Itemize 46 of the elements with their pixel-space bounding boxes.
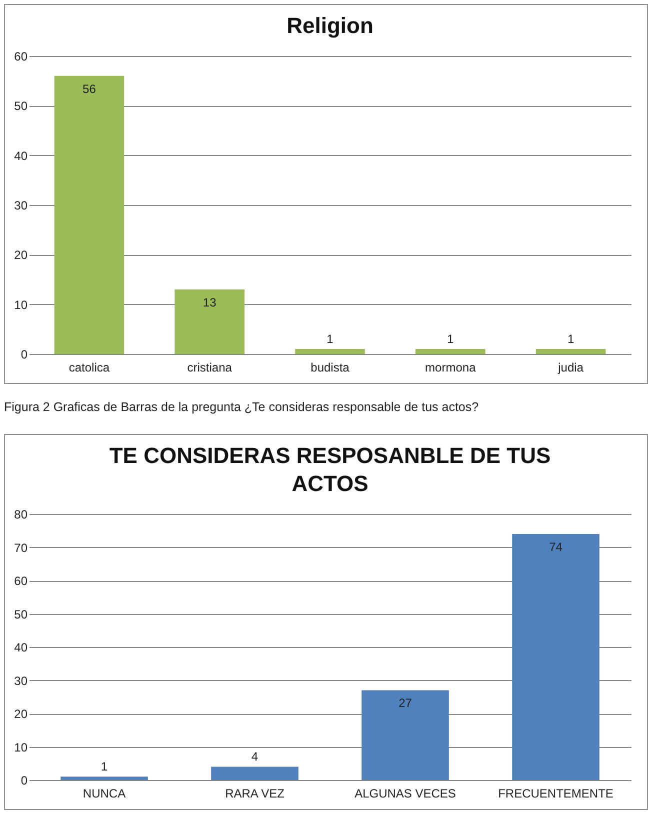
data-label: 13 bbox=[202, 295, 217, 310]
y-tick-label: 50 bbox=[14, 607, 28, 622]
x-tick-label: mormona bbox=[425, 360, 476, 374]
y-tick-label: 30 bbox=[14, 674, 28, 688]
x-tick-label: RARA VEZ bbox=[225, 786, 284, 800]
data-label: 1 bbox=[100, 760, 108, 774]
bar bbox=[211, 766, 298, 780]
bar bbox=[295, 349, 365, 354]
x-tick-label: catolica bbox=[68, 360, 110, 374]
y-tick-label: 40 bbox=[14, 640, 28, 654]
bar bbox=[362, 690, 449, 780]
data-label: 27 bbox=[398, 696, 412, 710]
x-tick-label: budista bbox=[310, 360, 350, 374]
y-tick-label: 40 bbox=[14, 148, 28, 163]
y-tick-label: 30 bbox=[14, 198, 28, 212]
y-tick-label: 80 bbox=[14, 508, 28, 522]
y-tick-label: 20 bbox=[14, 248, 28, 262]
chart-title: TE CONSIDERAS RESPOSANBLE DE TUS ACTOS bbox=[109, 443, 551, 496]
y-tick-label: 50 bbox=[14, 99, 28, 114]
x-tick-label: cristiana bbox=[187, 360, 232, 374]
chart-title: Religion bbox=[286, 13, 374, 38]
data-label: 4 bbox=[251, 750, 258, 764]
data-label: 56 bbox=[82, 82, 96, 96]
y-tick-label: 20 bbox=[14, 707, 28, 721]
x-tick-label: ALGUNAS VECES bbox=[354, 786, 456, 800]
bar bbox=[60, 776, 148, 780]
y-tick-label: 0 bbox=[20, 774, 28, 788]
bar bbox=[415, 349, 486, 354]
bar bbox=[512, 534, 600, 780]
x-tick-label: judia bbox=[557, 360, 584, 374]
y-tick-label: 0 bbox=[20, 348, 28, 362]
y-tick-label: 60 bbox=[14, 574, 28, 588]
bar bbox=[174, 289, 245, 354]
data-label: 1 bbox=[326, 332, 334, 346]
data-label: 1 bbox=[567, 332, 574, 346]
bar bbox=[54, 76, 124, 354]
data-label: 1 bbox=[447, 332, 454, 346]
bar bbox=[536, 349, 606, 354]
y-tick-label: 60 bbox=[14, 50, 28, 64]
x-tick-label: FRECUENTEMENTE bbox=[498, 786, 614, 800]
text: Figura 2 Graficas de Barras de la pregunta ¿Te consideras responsable de tus actos? bbox=[4, 400, 480, 414]
x-tick-label: NUNCA bbox=[82, 786, 126, 800]
y-tick-label: 10 bbox=[14, 298, 28, 312]
y-tick-label: 70 bbox=[14, 540, 28, 555]
data-label: 74 bbox=[549, 540, 563, 554]
y-tick-label: 10 bbox=[14, 740, 28, 754]
